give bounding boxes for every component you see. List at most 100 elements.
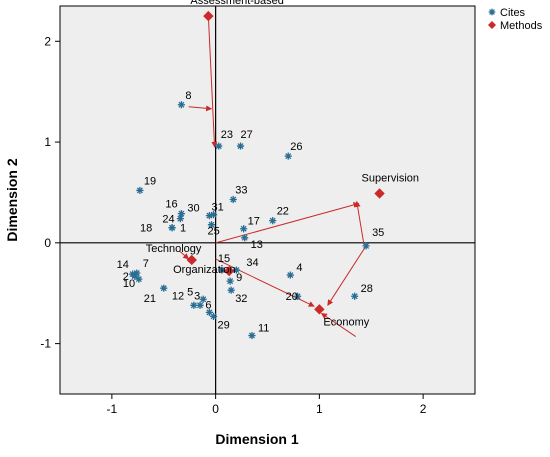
cite-point bbox=[269, 217, 277, 225]
cite-point-label: 26 bbox=[290, 141, 302, 153]
cite-point-label: 11 bbox=[258, 323, 269, 335]
cite-point-label: 33 bbox=[235, 184, 247, 196]
cite-point bbox=[177, 101, 185, 109]
cite-point bbox=[232, 266, 240, 274]
y-tick-label: -1 bbox=[40, 337, 51, 351]
cite-point-label: 5 bbox=[187, 286, 193, 298]
series-cites: 1234567891011121314151617181920212223242… bbox=[117, 90, 384, 340]
cite-point bbox=[351, 292, 359, 300]
cite-point-label: 30 bbox=[187, 203, 199, 215]
cite-point bbox=[176, 215, 184, 223]
cite-point-label: 4 bbox=[296, 262, 302, 274]
x-tick-label: -1 bbox=[107, 402, 118, 416]
cite-point bbox=[284, 152, 292, 160]
y-tick-label: 1 bbox=[44, 135, 51, 149]
cite-point-label: 7 bbox=[143, 258, 149, 270]
cite-point-label: 12 bbox=[172, 290, 184, 302]
cite-point bbox=[229, 195, 237, 204]
cite-point-label: 34 bbox=[246, 257, 258, 269]
cite-point bbox=[293, 292, 302, 300]
method-arrow bbox=[354, 200, 365, 245]
method-point-label: Technology bbox=[146, 243, 202, 255]
cite-point-label: 23 bbox=[221, 129, 233, 141]
cite-point bbox=[136, 186, 144, 195]
cite-point-label: 17 bbox=[248, 216, 260, 228]
cite-point bbox=[240, 225, 248, 233]
cite-point-label: 6 bbox=[205, 299, 211, 311]
method-point bbox=[186, 254, 197, 266]
cite-point-label: 28 bbox=[361, 283, 373, 295]
method-arrow bbox=[188, 105, 213, 112]
cite-point bbox=[168, 224, 176, 232]
y-tick-label: 0 bbox=[44, 236, 51, 250]
method-point-label: Assessment-based bbox=[190, 0, 284, 7]
cite-point bbox=[286, 271, 294, 279]
cite-point-label: 15 bbox=[218, 253, 230, 265]
x-axis-title: Dimension 1 bbox=[215, 431, 298, 447]
plot-background bbox=[59, 5, 476, 395]
cite-point bbox=[241, 234, 249, 242]
cite-point-label: 31 bbox=[212, 202, 224, 214]
method-point-label: Organization bbox=[173, 264, 235, 276]
cite-point-label: 3 bbox=[194, 290, 200, 302]
cite-point bbox=[199, 295, 207, 303]
cite-point-label: 29 bbox=[218, 319, 230, 331]
cite-point bbox=[215, 142, 223, 150]
method-point-label: Supervision bbox=[362, 172, 419, 184]
legend-entry-label: Methods bbox=[500, 20, 543, 32]
method-arrow bbox=[178, 250, 190, 260]
cite-point bbox=[135, 275, 143, 283]
reference-lines bbox=[60, 6, 475, 394]
method-arrow bbox=[320, 312, 356, 337]
cite-point bbox=[205, 308, 214, 316]
method-arrow bbox=[215, 202, 360, 244]
cite-point-label: 25 bbox=[207, 226, 219, 238]
cite-point bbox=[196, 301, 204, 309]
cite-point bbox=[177, 210, 185, 218]
cite-point bbox=[227, 286, 235, 294]
cite-point-label: 8 bbox=[185, 90, 191, 102]
legend-cites-icon bbox=[488, 8, 496, 16]
method-arrow bbox=[327, 245, 367, 306]
cite-point bbox=[205, 212, 214, 220]
cite-point-label: 21 bbox=[144, 293, 156, 305]
cite-point-label: 24 bbox=[162, 214, 174, 226]
method-point bbox=[374, 188, 385, 199]
method-point bbox=[223, 265, 235, 277]
x-tick-label: 0 bbox=[212, 402, 219, 416]
y-tick-label: 2 bbox=[44, 34, 51, 48]
marks-layer: 1234567891011121314151617181920212223242… bbox=[117, 0, 419, 340]
cite-point-label: 2 bbox=[123, 271, 129, 283]
cite-point bbox=[362, 242, 370, 250]
y-axis-title: Dimension 2 bbox=[4, 158, 20, 241]
series-methods: Assessment-based Supervision Technology Org… bbox=[146, 0, 419, 328]
method-arrow bbox=[207, 16, 218, 148]
cite-point bbox=[209, 312, 218, 320]
cite-point-label: 20 bbox=[286, 291, 298, 303]
cite-point-label: 18 bbox=[140, 223, 152, 235]
x-tick-label: 1 bbox=[316, 402, 323, 416]
arrow-layer bbox=[178, 16, 367, 337]
cite-point bbox=[207, 221, 216, 229]
cite-point bbox=[226, 277, 234, 285]
legend-methods-icon bbox=[488, 21, 496, 29]
cite-point-label: 19 bbox=[144, 175, 156, 187]
cite-point-label: 9 bbox=[236, 272, 242, 284]
cite-point-label: 27 bbox=[241, 129, 253, 141]
cite-point-label: 14 bbox=[117, 259, 129, 271]
method-point bbox=[314, 304, 325, 315]
cite-point-label: 35 bbox=[372, 227, 384, 239]
method-point-label: Economy bbox=[323, 316, 369, 328]
cite-point-label: 1 bbox=[180, 223, 186, 235]
cite-point-label: 10 bbox=[123, 278, 135, 290]
cite-point bbox=[129, 270, 137, 278]
cite-point bbox=[209, 211, 218, 219]
cite-point bbox=[190, 301, 198, 309]
cite-point-label: 22 bbox=[277, 206, 289, 218]
x-tick-label: 2 bbox=[420, 402, 427, 416]
cite-point bbox=[160, 284, 168, 292]
